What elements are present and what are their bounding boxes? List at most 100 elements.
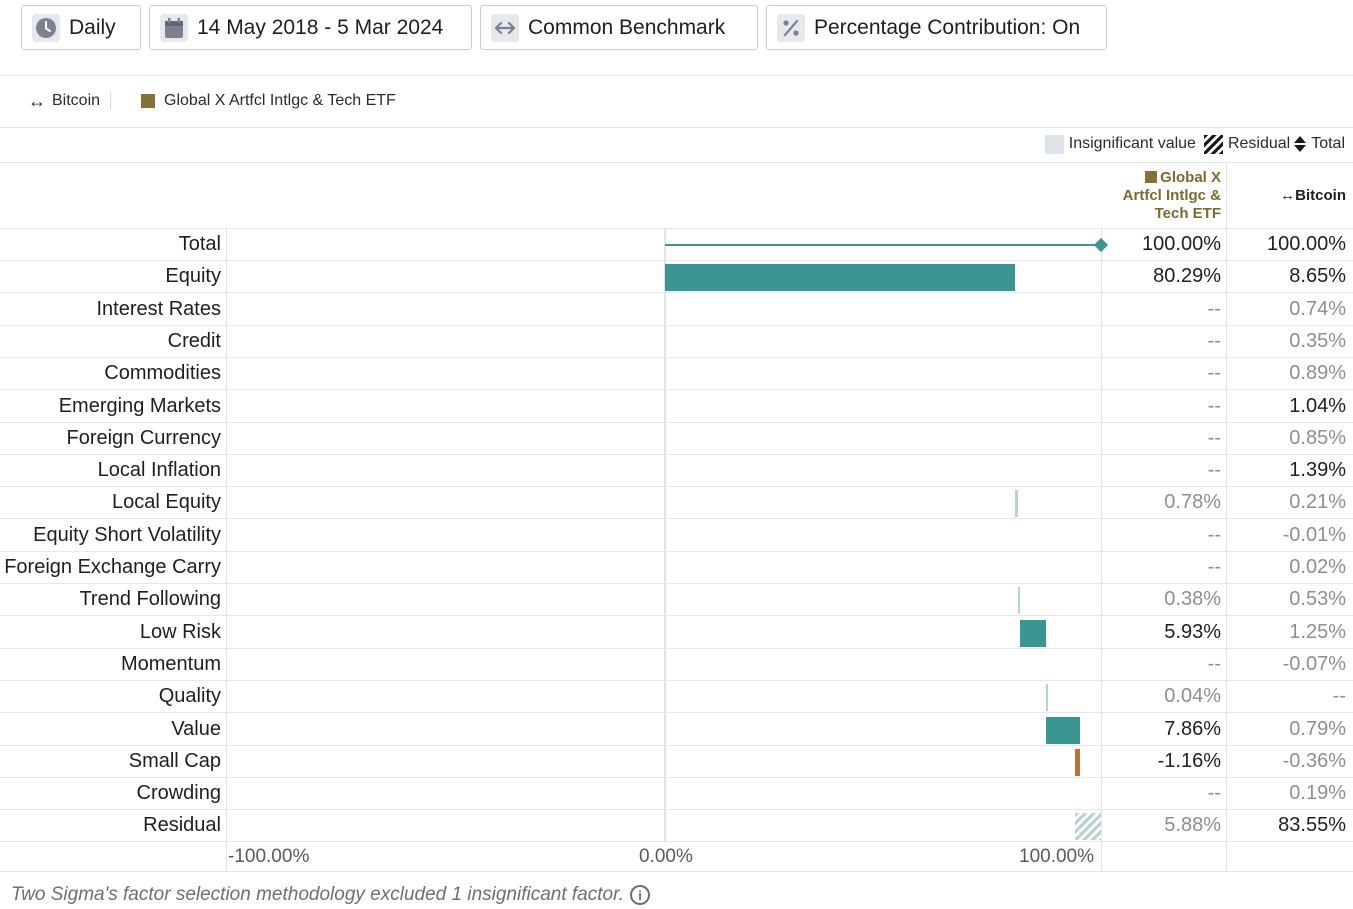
fund-value: -- [1207,653,1221,675]
factor-bar[interactable] [1045,684,1048,711]
fund-value: -- [1207,395,1221,417]
factor-bar[interactable] [1018,587,1021,614]
table-row[interactable]: Small Cap -1.16% -0.36% [0,746,1353,778]
fund-value: 0.38% [1164,588,1221,610]
benchmark-value: 8.65% [1289,265,1346,287]
factor-label: Momentum [120,653,221,675]
fund-header-line-1: Global X [1160,169,1221,186]
zero-line [664,229,666,841]
table-row[interactable]: Momentum -- -0.07% [0,649,1353,681]
fund-value: -- [1207,556,1221,578]
table-row[interactable]: Foreign Exchange Carry -- 0.02% [0,552,1353,584]
table-row[interactable]: Foreign Currency -- 0.85% [0,423,1353,455]
factor-bar[interactable] [1015,490,1019,517]
percent-icon [777,13,805,42]
factor-bar[interactable] [665,264,1016,291]
frequency-button[interactable]: Daily [21,5,141,50]
factor-label: Local Equity [112,491,221,513]
chart-left-border [226,229,227,871]
table-row[interactable]: Local Inflation -- 1.39% [0,455,1353,487]
factor-label: Residual [143,814,221,836]
benchmark-value: 0.74% [1289,298,1346,320]
benchmark-legend-item[interactable]: ↔ Bitcoin [28,91,100,112]
contribution-toggle-button[interactable]: Percentage Contribution: On [766,5,1107,50]
benchmark-column-header[interactable]: ↔Bitcoin [1227,187,1346,205]
table-row[interactable]: Residual 5.88% 83.55% [0,810,1353,842]
benchmark-button[interactable]: Common Benchmark [480,5,758,50]
benchmark-legend-label: Bitcoin [52,92,101,109]
factor-bar[interactable] [1020,620,1046,647]
fund-legend-item[interactable]: Global X Artfcl Intlgc & Tech ETF [141,92,396,110]
factor-bar[interactable] [1075,813,1101,840]
factor-label: Commodities [104,362,221,384]
fund-legend-label: Global X Artfcl Intlgc & Tech ETF [164,92,396,109]
table-row[interactable]: Low Risk 5.93% 1.25% [0,617,1353,649]
factor-label: Emerging Markets [58,395,221,417]
x-tick-label: -100.00% [228,846,310,867]
benchmark-value: 1.25% [1289,621,1346,643]
benchmark-value: -0.07% [1282,653,1346,675]
factor-label: Equity Short Volatility [33,524,221,546]
contribution-label: Percentage Contribution: On [814,15,1081,39]
factor-label: Local Inflation [97,459,221,481]
fund-value: -- [1207,298,1221,320]
calendar-icon [160,13,188,42]
factor-label: Crowding [136,782,221,804]
diamond-icon [1294,136,1307,152]
fund-value: 100.00% [1142,233,1221,255]
info-icon[interactable]: i [630,885,650,905]
benchmark-value: 1.39% [1289,459,1346,481]
table-header: Global X Artfcl Intlgc & Tech ETF ↔Bitco… [0,163,1353,229]
footnote: Two Sigma's factor selection methodology… [11,884,650,906]
benchmark-value: 100.00% [1267,233,1346,255]
table-row[interactable]: Interest Rates -- 0.74% [0,294,1353,326]
factor-label: Interest Rates [96,298,221,320]
factor-label: Credit [167,330,221,352]
benchmark-value: 0.21% [1289,491,1346,513]
table-row[interactable]: Value 7.86% 0.79% [0,714,1353,746]
table-row[interactable]: Quality 0.04% -- [0,681,1353,713]
fund-value: 5.93% [1164,621,1221,643]
table-row[interactable]: Commodities -- 0.89% [0,358,1353,390]
total-line[interactable] [665,244,1101,246]
fund-header-line: Global X [1102,169,1221,187]
table-row[interactable]: Equity 80.29% 8.65% [0,261,1353,293]
factor-bar[interactable] [1046,717,1081,744]
frequency-label: Daily [69,15,116,39]
table-row[interactable]: Credit -- 0.35% [0,326,1353,358]
toolbar: Daily 14 May 2018 - 5 Mar 2024 Common Be… [21,5,1107,51]
table-row[interactable]: Local Equity 0.78% 0.21% [0,487,1353,519]
chart-legend: Insignificant value Residual Total [1037,134,1345,154]
benchmark-value: -0.01% [1282,524,1346,546]
insignificant-swatch-icon [1044,134,1064,154]
benchmark-value: 0.89% [1289,362,1346,384]
x-tick-label: 100.00% [1019,846,1095,867]
fund-header-line-2: Artfcl Intlgc & [1122,187,1221,204]
benchmark-value: 1.04% [1289,395,1346,417]
table-row[interactable]: Total 100.00% 100.00% [0,229,1353,261]
benchmark-label: Common Benchmark [528,15,726,39]
benchmark-value: 0.79% [1289,718,1346,740]
legend-insignificant: Insignificant value [1044,134,1196,154]
fund-column-header[interactable]: Global X Artfcl Intlgc & Tech ETF [1102,169,1221,223]
x-tick-label: 0.00% [639,846,693,867]
fund-value: 0.78% [1164,491,1221,513]
factor-bar[interactable] [1075,749,1081,776]
table-row[interactable]: Trend Following 0.38% 0.53% [0,584,1353,616]
benchmark-header-label: Bitcoin [1295,187,1346,204]
fund-swatch-icon [1145,171,1158,183]
fund-value: -1.16% [1157,750,1221,772]
residual-swatch-icon [1203,134,1223,154]
legend-residual-label: Residual [1227,135,1291,152]
benchmark-value: 0.85% [1289,427,1346,449]
benchmark-value: 0.53% [1289,588,1346,610]
divider [0,162,1353,163]
factor-label: Foreign Currency [66,427,221,449]
benchmark-value: 0.35% [1289,330,1346,352]
date-range-label: 14 May 2018 - 5 Mar 2024 [197,15,444,39]
table-row[interactable]: Crowding -- 0.19% [0,778,1353,810]
double-arrow-icon [491,13,519,42]
table-row[interactable]: Emerging Markets -- 1.04% [0,391,1353,423]
date-range-button[interactable]: 14 May 2018 - 5 Mar 2024 [149,5,472,50]
table-row[interactable]: Equity Short Volatility -- -0.01% [0,520,1353,552]
